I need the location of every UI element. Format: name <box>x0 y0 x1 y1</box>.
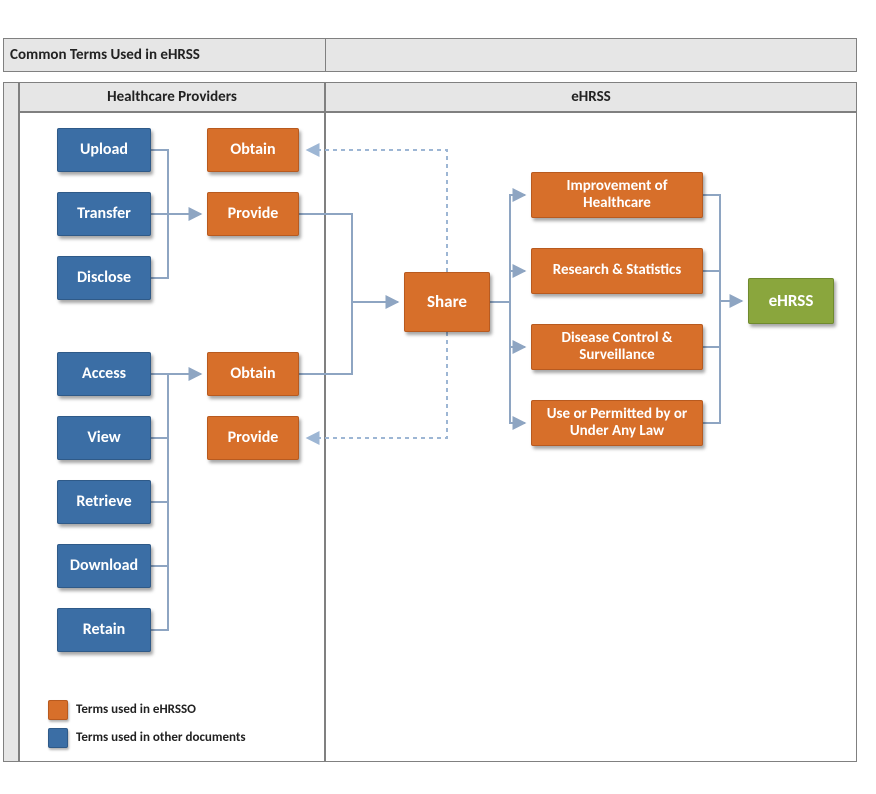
node-disease: Disease Control & Surveillance <box>531 324 703 370</box>
legend-swatch-0 <box>48 700 68 720</box>
node-ehrss: eHRSS <box>748 278 834 324</box>
node-share: Share <box>404 272 490 332</box>
node-upload: Upload <box>57 128 151 172</box>
node-retrieve: Retrieve <box>57 480 151 524</box>
node-provide1: Provide <box>207 192 299 236</box>
diagram-frame: Common Terms Used in eHRSS Healthcare Pr… <box>0 0 876 794</box>
node-access: Access <box>57 352 151 396</box>
ehrss-header-label: eHRSS <box>571 88 611 106</box>
legend-label-0: Terms used in eHRSSO <box>76 702 196 717</box>
node-research: Research & Statistics <box>531 248 703 294</box>
node-improve: Improvement of Healthcare <box>531 172 703 218</box>
node-download: Download <box>57 544 151 588</box>
node-obtain1: Obtain <box>207 128 299 172</box>
node-transfer: Transfer <box>57 192 151 236</box>
ehrss-column-header: eHRSS <box>325 82 857 112</box>
healthcare-column-header: Healthcare Providers <box>19 82 325 112</box>
left-gutter <box>3 82 19 762</box>
node-law: Use or Permitted by or Under Any Law <box>531 400 703 446</box>
legend-label-1: Terms used in other documents <box>76 730 246 745</box>
ehrss-column-header-spacer <box>325 38 857 72</box>
healthcare-header-label: Healthcare Providers <box>107 88 237 106</box>
node-disclose: Disclose <box>57 256 151 300</box>
page-title: Common Terms Used in eHRSS <box>10 46 200 64</box>
node-view: View <box>57 416 151 460</box>
node-obtain2: Obtain <box>207 352 299 396</box>
node-provide2: Provide <box>207 416 299 460</box>
node-retain: Retain <box>57 608 151 652</box>
legend-swatch-1 <box>48 728 68 748</box>
